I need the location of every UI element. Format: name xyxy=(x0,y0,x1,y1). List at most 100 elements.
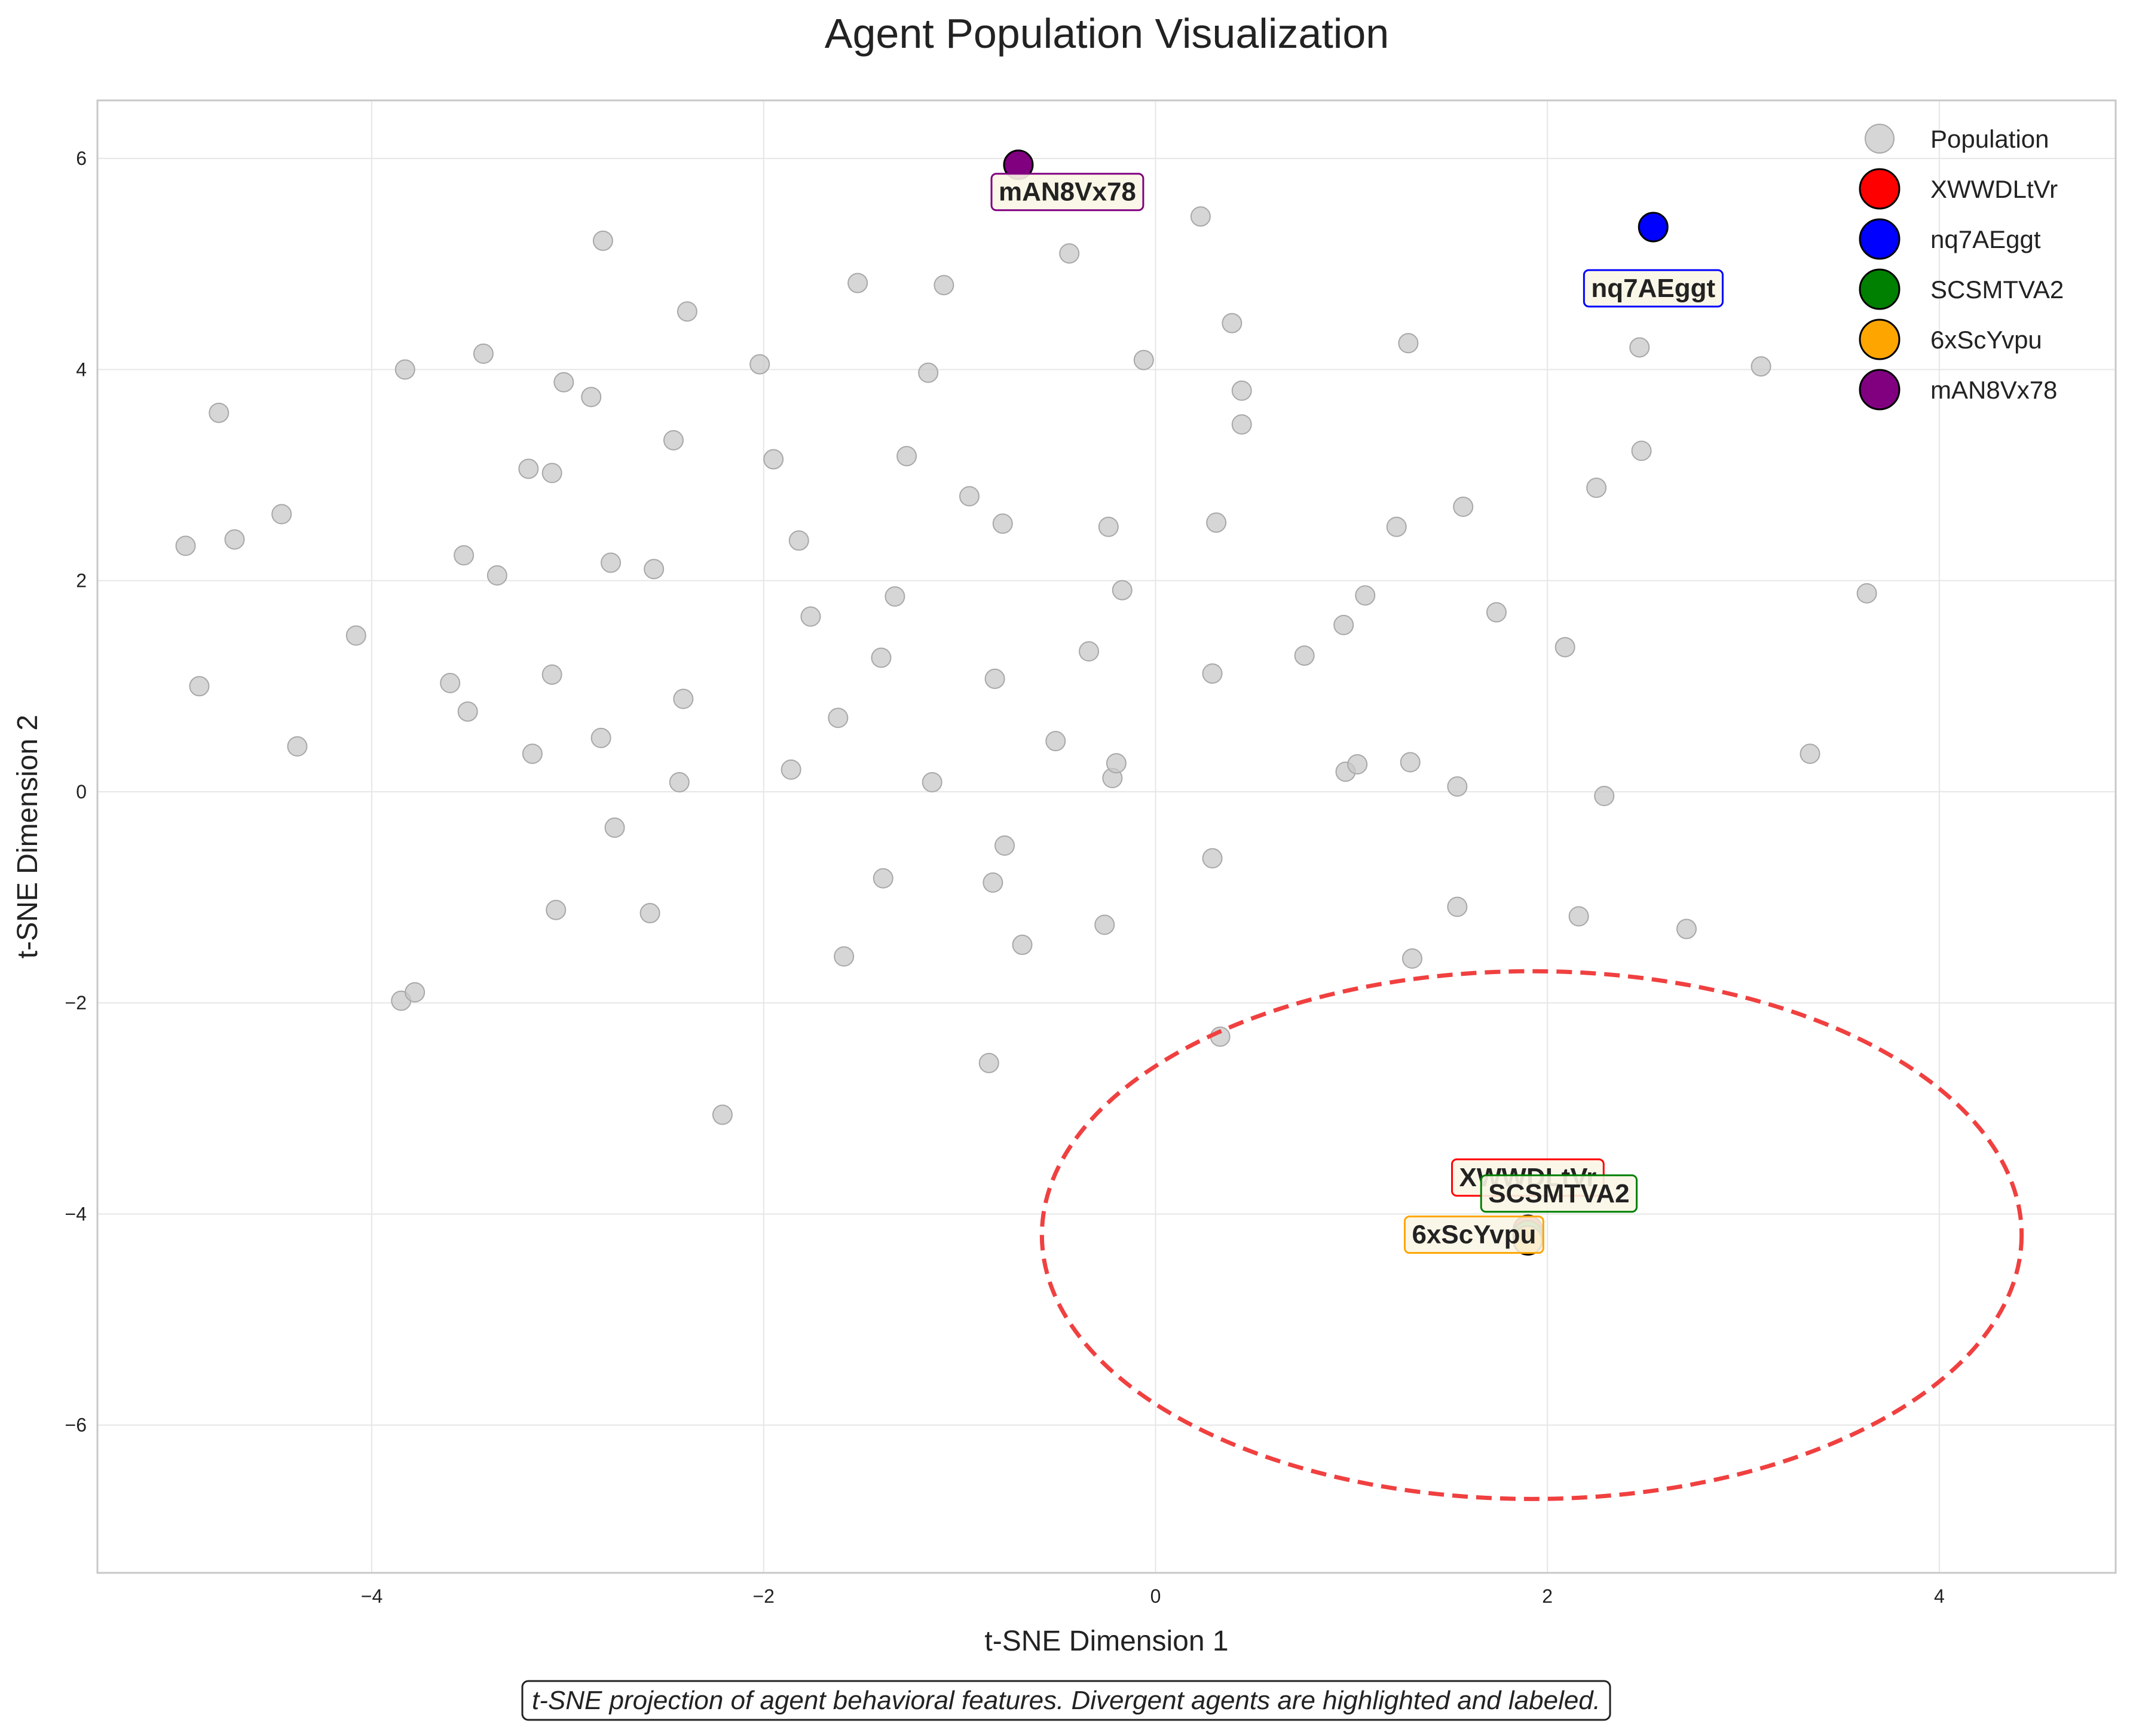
population-point xyxy=(1568,906,1589,927)
population-point xyxy=(763,449,784,470)
x-tick-label: 2 xyxy=(1542,1585,1553,1607)
population-point xyxy=(978,1052,999,1073)
population-point xyxy=(473,343,494,364)
agent-label-text: mAN8Vx78 xyxy=(999,177,1136,207)
population-point xyxy=(712,1104,733,1125)
population-point xyxy=(1231,414,1252,435)
population-point xyxy=(440,673,461,694)
agent-label-SCSMTVA2: SCSMTVA2 xyxy=(1480,1174,1638,1213)
caption-border xyxy=(521,1680,1611,1721)
agent-label-box xyxy=(1403,1215,1544,1254)
agent-point-nq7AEggt xyxy=(1638,212,1669,243)
legend-label: nq7AEggt xyxy=(1930,225,2041,253)
population-point xyxy=(834,946,855,967)
legend-item-SCSMTVA2: SCSMTVA2 xyxy=(1859,268,2064,310)
population-point xyxy=(1447,776,1468,797)
population-point xyxy=(781,759,801,780)
population-point xyxy=(175,535,196,556)
population-point xyxy=(546,899,567,920)
y-tick-label: 4 xyxy=(76,359,87,380)
population-point xyxy=(1222,313,1243,333)
population-point xyxy=(984,668,1005,689)
population-point xyxy=(553,372,574,393)
agent-label-text: nq7AEggt xyxy=(1591,274,1715,303)
caption-text: t-SNE projection of agent behavioral fea… xyxy=(532,1686,1600,1715)
population-point xyxy=(1594,785,1615,806)
legend-marker xyxy=(1859,369,1901,411)
population-point xyxy=(1012,935,1033,956)
population-point xyxy=(1112,580,1133,601)
population-point xyxy=(1355,585,1376,606)
population-point xyxy=(209,402,229,423)
population-point xyxy=(1400,752,1421,773)
x-tick-label: 4 xyxy=(1934,1585,1945,1607)
y-axis-ticks: −6 −4 −2 0 2 4 6 xyxy=(65,148,87,1436)
population-point xyxy=(1401,948,1422,969)
population-point xyxy=(486,565,507,586)
population-point xyxy=(669,772,690,793)
legend-label: XWWDLtVr xyxy=(1930,175,2058,203)
population-point xyxy=(1486,602,1507,623)
legend-label: 6xScYvpu xyxy=(1930,326,2042,354)
population-point xyxy=(1629,337,1650,358)
population-point xyxy=(749,354,770,375)
cluster-ellipse-layer xyxy=(1039,969,2024,1501)
population-point xyxy=(800,606,821,627)
agent-label-box xyxy=(1583,269,1724,308)
population-point xyxy=(1800,743,1820,764)
population-point xyxy=(871,647,892,668)
agent-label-box xyxy=(990,173,1144,212)
legend-item-6xScYvpu: 6xScYvpu xyxy=(1859,319,2042,360)
legend-marker xyxy=(1865,124,1895,154)
population-point xyxy=(922,772,942,793)
population-point xyxy=(896,446,917,467)
legend-label: SCSMTVA2 xyxy=(1930,275,2064,304)
agent-label-box xyxy=(1480,1174,1638,1213)
y-axis-label: t-SNE Dimension 2 xyxy=(12,715,44,959)
population-point xyxy=(677,301,697,322)
legend: Population XWWDLtVr nq7AEggt SCSMTVA2 6xScYv… xyxy=(1859,124,2064,411)
population-point xyxy=(1294,645,1315,666)
legend-marker xyxy=(1859,319,1901,360)
legend-item-mAN8Vx78: mAN8Vx78 xyxy=(1859,369,2057,411)
population-point xyxy=(601,552,622,573)
population-point xyxy=(644,559,665,580)
legend-marker xyxy=(1859,218,1901,260)
legend-label: Population xyxy=(1930,125,2049,153)
population-point xyxy=(541,664,562,685)
population-point xyxy=(457,701,478,722)
population-point xyxy=(673,688,694,709)
population-point xyxy=(224,529,245,550)
population-point xyxy=(1751,356,1771,377)
population-point xyxy=(1631,440,1652,461)
legend-marker xyxy=(1859,268,1901,310)
chart-title: Agent Population Visualization xyxy=(825,10,1389,57)
population-point xyxy=(590,727,611,748)
x-tick-label: −2 xyxy=(752,1585,774,1607)
y-tick-label: 0 xyxy=(76,781,87,803)
population-point xyxy=(271,504,292,525)
population-point xyxy=(1453,497,1474,518)
y-tick-label: −4 xyxy=(65,1203,87,1224)
population-point xyxy=(592,230,613,251)
population-point xyxy=(1202,848,1223,869)
grid-lines xyxy=(97,100,2116,1573)
population-point xyxy=(1586,477,1607,498)
population-point xyxy=(1333,614,1354,635)
population-point xyxy=(522,743,543,764)
population-point xyxy=(1202,663,1223,684)
legend-label: mAN8Vx78 xyxy=(1930,376,2057,404)
population-point xyxy=(663,430,684,451)
population-point xyxy=(1098,516,1119,537)
agent-label-mAN8Vx78: mAN8Vx78 xyxy=(990,173,1144,212)
population-point xyxy=(454,545,475,566)
population-point xyxy=(1094,914,1115,935)
population-point xyxy=(885,586,905,607)
population-point xyxy=(959,486,980,507)
legend-item-nq7AEggt: nq7AEggt xyxy=(1859,218,2041,260)
y-tick-label: −6 xyxy=(65,1414,87,1436)
population-points xyxy=(175,206,1877,1245)
legend-item-XWWDLtVr: XWWDLtVr xyxy=(1859,168,2058,210)
